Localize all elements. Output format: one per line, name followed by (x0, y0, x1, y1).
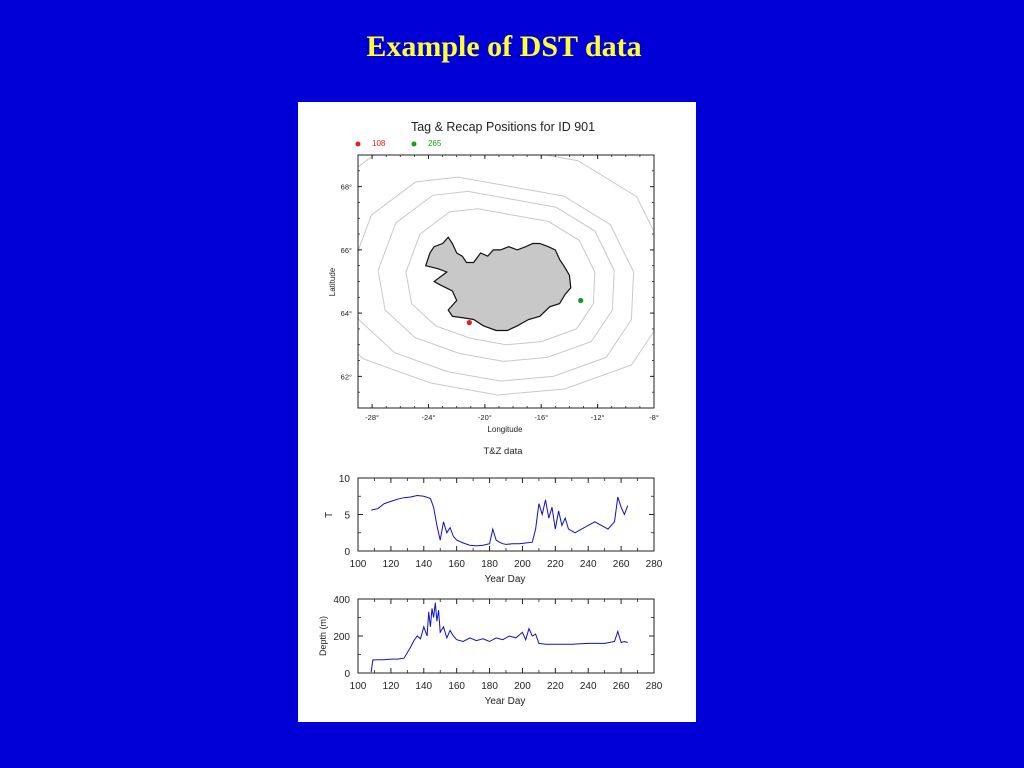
depth-xtick-label: 240 (580, 681, 597, 692)
map-point-108 (466, 320, 472, 326)
legend-marker-108 (355, 141, 361, 147)
map-xtick-label: -16° (534, 413, 548, 422)
temp-xtick-label: 140 (415, 559, 432, 570)
depth-series-line (370, 602, 628, 673)
map-points (466, 297, 584, 326)
map-depth-contours (358, 155, 654, 396)
depth-chart: 100 120 140 160 180 200 220 240 260 280 0 200 400 Ye… (318, 595, 663, 707)
temp-xtick-label: 180 (481, 559, 498, 570)
depth-frame (357, 598, 655, 674)
map-ylabel: Latitude (328, 267, 337, 296)
depth-xtick-label: 280 (646, 681, 663, 692)
map-xtick-label: -28° (365, 413, 379, 422)
map-ytick-label: 68° (341, 183, 352, 192)
depth-contour-line (358, 155, 654, 396)
depth-xtick-label: 220 (547, 681, 564, 692)
legend-marker-265 (411, 141, 417, 147)
depth-xtick-label: 260 (613, 681, 630, 692)
depth-xtick-label: 200 (514, 681, 531, 692)
map-ticks: -28° -24° -20° -16° -12° -8° 62° 64° 66° 68° (341, 155, 659, 422)
map-ytick-label: 64° (341, 309, 352, 318)
map-ytick-label: 62° (341, 372, 352, 381)
temp-xtick-label: 260 (613, 559, 630, 570)
depth-contour-line (377, 190, 615, 362)
temp-xtick-label: 120 (383, 559, 400, 570)
tz-section-title: T&Z data (483, 446, 523, 457)
map-xtick-label: -20° (478, 413, 492, 422)
map-xtick-label: -8° (649, 413, 659, 422)
temp-frame (357, 477, 655, 552)
map-legend: 108 265 (355, 139, 442, 148)
figure-panel: Tag & Recap Positions for ID 901 108 265 … (298, 102, 696, 722)
depth-xlabel: Year Day (485, 696, 526, 707)
map-xtick-label: -12° (591, 413, 605, 422)
legend-label-265: 265 (428, 139, 442, 148)
temp-xtick-label: 100 (350, 559, 367, 570)
figure-svg: Tag & Recap Positions for ID 901 108 265 … (318, 120, 663, 707)
temp-xtick-label: 220 (547, 559, 564, 570)
temp-xtick-label: 240 (580, 559, 597, 570)
depth-xtick-label: 160 (448, 681, 465, 692)
temp-xlabel: Year Day (485, 574, 526, 585)
temp-xtick-label: 200 (514, 559, 531, 570)
temp-xtick-label: 160 (448, 559, 465, 570)
depth-ylabel: Depth (m) (318, 616, 328, 656)
depth-contour-line (358, 176, 635, 382)
temp-xtick-label: 280 (646, 559, 663, 570)
map-xlabel: Longitude (487, 425, 523, 434)
map-chart: Tag & Recap Positions for ID 901 108 265 … (328, 120, 659, 434)
depth-ticks: 100 120 140 160 180 200 220 240 260 280 0 200 400 (333, 595, 662, 692)
temp-ytick-label: 10 (339, 474, 351, 485)
depth-xtick-label: 180 (481, 681, 498, 692)
temp-ytick-label: 0 (344, 547, 350, 558)
depth-xtick-label: 140 (415, 681, 432, 692)
slide-title: Example of DST data (366, 30, 642, 63)
map-xtick-label: -24° (422, 413, 436, 422)
depth-ytick-label: 200 (333, 632, 350, 643)
legend-label-108: 108 (372, 139, 386, 148)
map-ytick-label: 66° (341, 246, 352, 255)
temp-ylabel: T (324, 512, 335, 518)
depth-xtick-label: 120 (383, 681, 400, 692)
temp-ytick-label: 5 (344, 511, 350, 522)
depth-ytick-label: 400 (333, 595, 350, 606)
map-point-265 (578, 297, 584, 304)
temperature-series-line (371, 494, 629, 547)
depth-contour-line (405, 208, 596, 346)
depth-xtick-label: 100 (350, 681, 367, 692)
iceland-landmass (424, 236, 572, 332)
depth-ytick-label: 0 (344, 669, 350, 680)
temperature-chart: 100 120 140 160 180 200 220 240 260 280 0 5 10 Year … (324, 474, 663, 585)
temp-ticks: 100 120 140 160 180 200 220 240 260 280 0 5 10 (339, 474, 663, 570)
map-title: Tag & Recap Positions for ID 901 (411, 120, 595, 134)
